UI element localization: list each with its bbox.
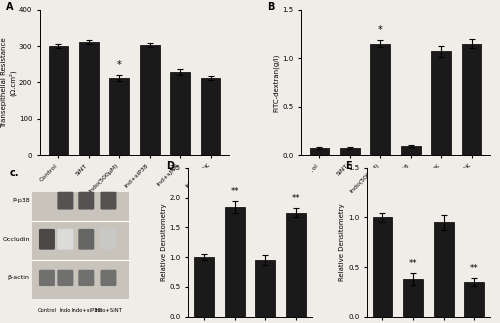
- Bar: [48, 46, 68, 155]
- Text: B: B: [267, 2, 274, 12]
- Text: **: **: [409, 259, 418, 268]
- Text: β-actin: β-actin: [8, 276, 30, 280]
- Text: Occludin: Occludin: [2, 237, 29, 242]
- FancyBboxPatch shape: [78, 229, 94, 250]
- Bar: [462, 44, 481, 155]
- Text: **: **: [292, 194, 300, 203]
- FancyBboxPatch shape: [78, 192, 94, 210]
- Text: Indo+SiNT: Indo+SiNT: [94, 307, 122, 313]
- FancyBboxPatch shape: [39, 270, 55, 286]
- Bar: [194, 257, 214, 317]
- Text: P-p38: P-p38: [12, 198, 29, 203]
- Bar: [110, 78, 129, 155]
- Bar: [286, 213, 306, 317]
- Text: Control: Control: [38, 307, 56, 313]
- Bar: [224, 207, 244, 317]
- FancyBboxPatch shape: [58, 192, 74, 210]
- FancyBboxPatch shape: [100, 192, 116, 210]
- Bar: [434, 223, 454, 317]
- Text: *: *: [378, 26, 382, 36]
- FancyBboxPatch shape: [58, 270, 74, 286]
- Text: **: **: [230, 187, 239, 196]
- Text: **: **: [470, 265, 478, 274]
- Y-axis label: Relative Densitometry: Relative Densitometry: [340, 203, 345, 281]
- Bar: [403, 279, 423, 317]
- Text: D: D: [166, 161, 174, 171]
- Bar: [372, 217, 392, 317]
- FancyBboxPatch shape: [58, 229, 74, 250]
- FancyBboxPatch shape: [100, 270, 116, 286]
- Bar: [170, 72, 190, 155]
- Bar: [401, 146, 420, 155]
- Bar: [140, 45, 160, 155]
- FancyBboxPatch shape: [39, 229, 55, 250]
- Text: Indo+siP38: Indo+siP38: [72, 307, 101, 313]
- Bar: [200, 78, 220, 155]
- Bar: [431, 51, 451, 155]
- Text: A: A: [6, 2, 14, 12]
- Bar: [310, 148, 330, 155]
- Y-axis label: Relative Densitometry: Relative Densitometry: [161, 203, 167, 281]
- FancyBboxPatch shape: [100, 229, 116, 250]
- FancyBboxPatch shape: [32, 192, 130, 299]
- Text: c.: c.: [10, 168, 20, 178]
- Text: E: E: [345, 161, 352, 171]
- Bar: [464, 282, 484, 317]
- Bar: [370, 44, 390, 155]
- Bar: [256, 260, 276, 317]
- Text: *: *: [117, 60, 121, 70]
- Y-axis label: Transepithelial Resistance
(Ω.cm²): Transepithelial Resistance (Ω.cm²): [2, 37, 16, 128]
- Text: Indo: Indo: [60, 307, 71, 313]
- Y-axis label: FITC-dextran(g/l): FITC-dextran(g/l): [273, 53, 280, 111]
- Bar: [79, 42, 99, 155]
- FancyBboxPatch shape: [78, 270, 94, 286]
- Bar: [340, 148, 359, 155]
